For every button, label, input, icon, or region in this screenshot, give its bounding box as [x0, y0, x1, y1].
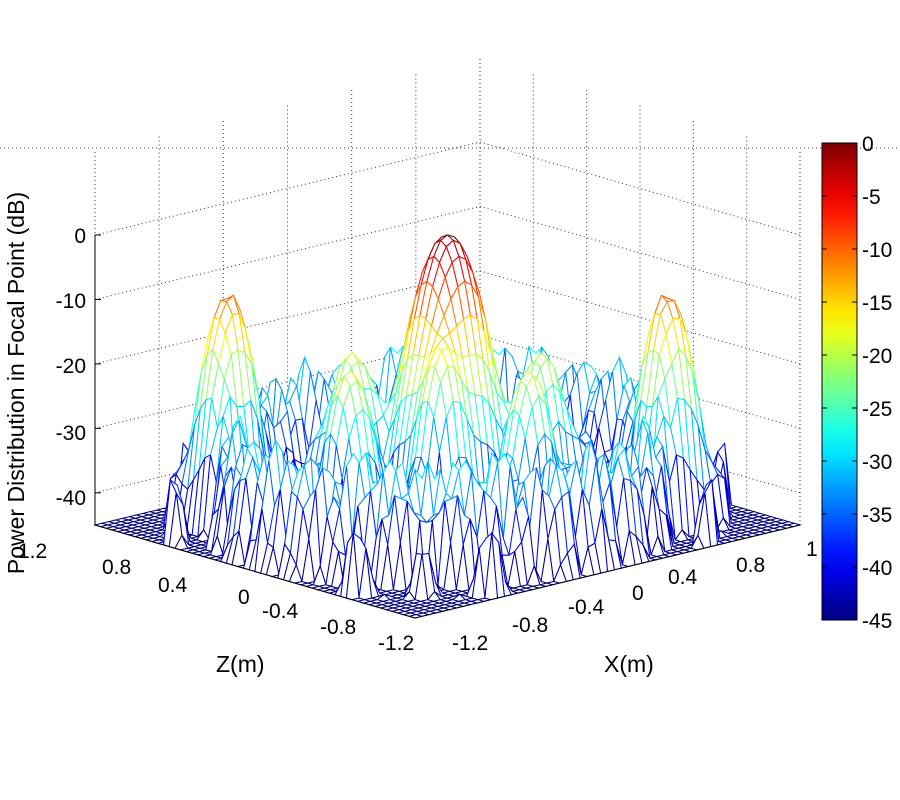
x-tick: -0.4	[568, 596, 605, 619]
x-tick: 0.4	[668, 566, 698, 589]
colorbar-tick: -30	[862, 451, 892, 474]
colorbar-gradient	[821, 142, 858, 621]
x-tick: 0.8	[736, 554, 765, 577]
colorbar-tick: -15	[862, 292, 892, 315]
colorbar-tick: -25	[862, 398, 892, 421]
y-axis-label: Power Distribution in Focal Point (dB)	[3, 192, 29, 574]
z-tick: -1.2	[378, 632, 414, 655]
colorbar-tick: 0	[862, 133, 874, 156]
z-tick-labels: 1.2 0.8 0.4 0 -0.4 -0.8 -1.2	[18, 540, 414, 655]
mesh-surface	[93, 234, 802, 619]
z-tick: -0.4	[262, 600, 299, 623]
value-tick: -10	[56, 290, 86, 313]
colorbar-tick: -45	[862, 610, 892, 633]
grid-line	[94, 141, 801, 236]
z-axis-label: Z(m)	[216, 651, 265, 677]
value-tick: -30	[56, 422, 86, 445]
x-tick: 1	[806, 538, 818, 561]
colorbar-tick: -5	[862, 186, 881, 209]
z-tick: 0	[238, 586, 250, 609]
floor-axis-lines	[94, 524, 801, 619]
colorbar-tick: -35	[862, 504, 892, 527]
z-tick: 0.4	[158, 574, 188, 597]
z-tick: 0.8	[102, 556, 131, 579]
value-tick: -40	[56, 487, 86, 510]
value-tick: -20	[56, 355, 86, 378]
x-tick: 0	[632, 582, 644, 605]
grid-line	[94, 205, 801, 300]
value-tick-labels: 0 -10 -20 -30 -40	[56, 225, 86, 510]
colorbar-tick: -40	[862, 557, 892, 580]
value-tick: 0	[74, 225, 86, 248]
z-tick: -0.8	[320, 616, 356, 639]
colorbar: 0 -5 -10 -15 -20 -25 -30 -35 -40 -45	[821, 133, 892, 633]
z-tick: 1.2	[18, 540, 47, 563]
x-tick: -1.2	[452, 632, 488, 655]
x-axis-label: X(m)	[604, 651, 654, 677]
colorbar-tick: -20	[862, 345, 892, 368]
x-tick: -0.8	[512, 614, 548, 637]
colorbar-tick: -10	[862, 239, 892, 262]
axes	[94, 234, 801, 619]
x-tick-labels: -1.2 -0.8 -0.4 0 0.4 0.8 1	[452, 538, 818, 655]
